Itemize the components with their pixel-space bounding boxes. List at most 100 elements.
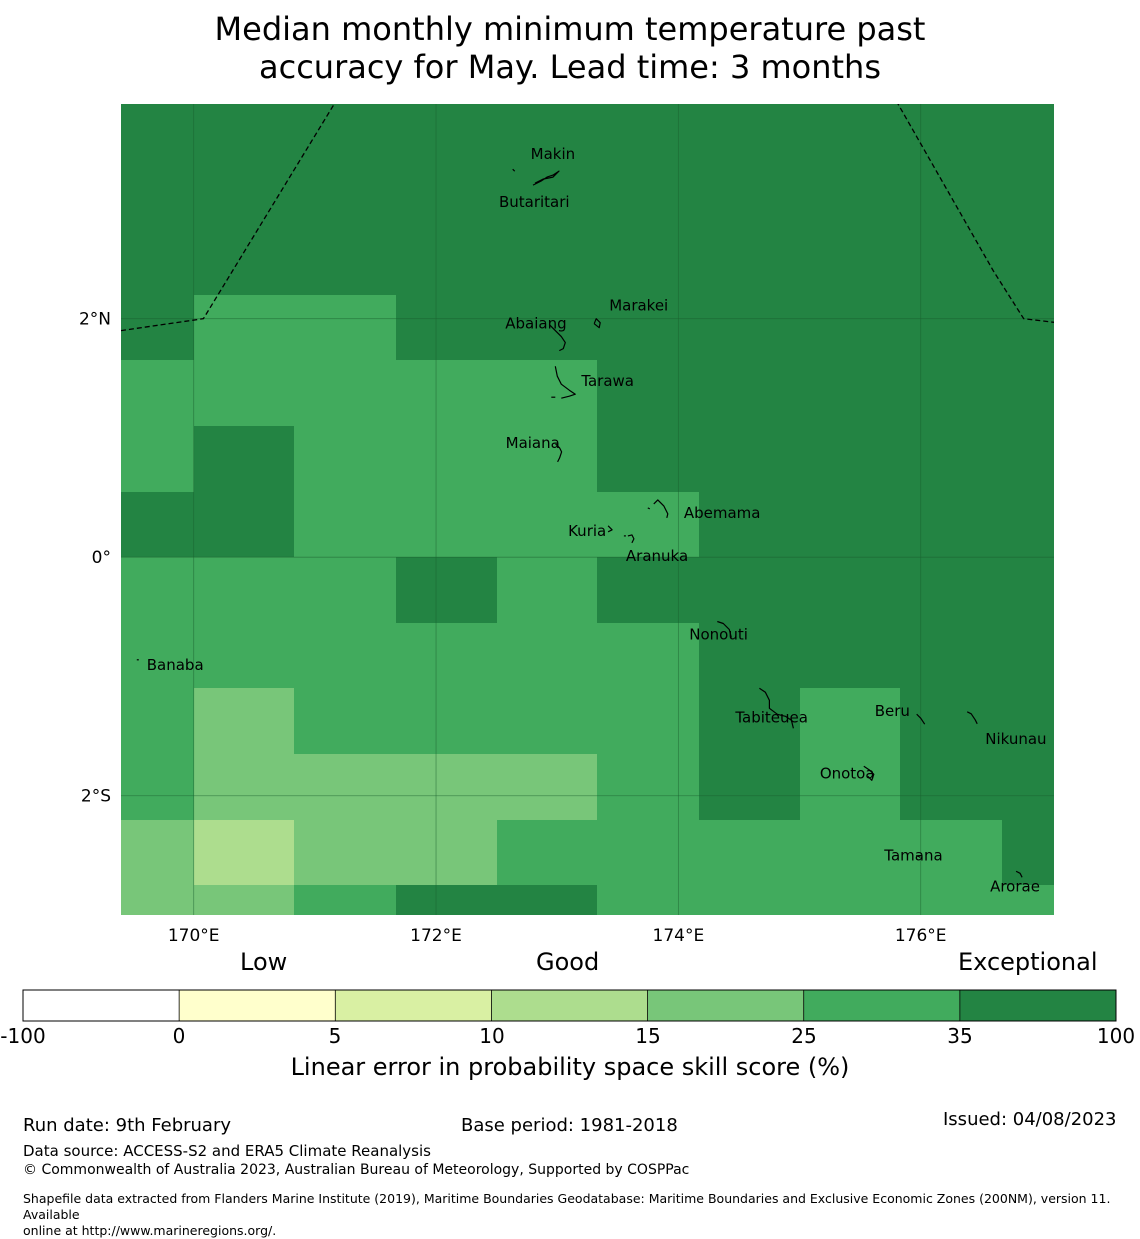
island-outline (607, 525, 613, 533)
island-outline (653, 499, 669, 519)
lat-tick-label: 2°N (79, 310, 111, 330)
island-label: Beru (875, 702, 910, 720)
lat-tick-label: 0° (92, 548, 111, 568)
skill-cell (1002, 492, 1054, 557)
skill-cell (497, 754, 597, 820)
colorbar-bin (959, 990, 1116, 1021)
skill-cell (699, 688, 800, 754)
skill-cell (194, 360, 294, 426)
skill-cell (294, 688, 396, 754)
lat-tick-label: 2°S (81, 787, 111, 807)
skill-cell (900, 688, 1002, 754)
lon-tick-label: 176°E (895, 926, 947, 946)
island-outline (916, 713, 926, 725)
skill-cell (699, 426, 800, 492)
island-outline (916, 854, 921, 858)
skill-cell (1002, 688, 1054, 754)
skill-cell (1002, 820, 1054, 885)
skill-cell (1002, 885, 1054, 915)
island-outline (593, 318, 601, 329)
skill-cell (699, 885, 800, 915)
skill-cell (699, 104, 800, 295)
skill-cell (497, 557, 597, 623)
skill-cell (699, 623, 800, 688)
skill-cell (396, 492, 497, 557)
shapefile-credit-line-1: Shapefile data extracted from Flanders M… (23, 1191, 1111, 1222)
skill-cell (1002, 557, 1054, 623)
colorbar-bin (335, 990, 492, 1021)
skill-cell (497, 295, 597, 360)
skill-cell (121, 688, 194, 754)
skill-cell (597, 754, 699, 820)
colorbar-tick: 5 (328, 1024, 342, 1048)
skill-cell (121, 885, 194, 915)
skill-cell (597, 295, 699, 360)
island-label: Nonouti (689, 626, 748, 644)
category-exceptional: Exceptional (958, 948, 1098, 976)
island-outline (717, 620, 732, 638)
colorbar-bin (803, 990, 960, 1021)
skill-cell (1002, 360, 1054, 426)
chart-title: Median monthly minimum temperature past … (0, 10, 1140, 86)
island-outline (532, 170, 560, 186)
skill-cell (800, 623, 900, 688)
colorbar-bin (179, 990, 336, 1021)
colorbar-tick: 35 (947, 1024, 973, 1048)
category-low: Low (240, 948, 288, 976)
skill-cell (1002, 754, 1054, 820)
skill-cell (800, 885, 900, 915)
island-label: Arorae (990, 877, 1040, 895)
island-label: Aranuka (626, 547, 688, 565)
colorbar-bin (23, 990, 180, 1021)
run-date: Run date: 9th February (23, 1115, 232, 1136)
skill-cell (1002, 295, 1054, 360)
island-outline (863, 765, 875, 781)
skill-cell (396, 885, 497, 915)
island-outline (512, 168, 516, 172)
skill-cell (800, 104, 900, 295)
skill-cell (121, 360, 194, 426)
island-outline (647, 507, 651, 510)
copyright: © Commonwealth of Australia 2023, Austra… (23, 1162, 690, 1178)
skill-cell (597, 820, 699, 885)
skill-cell (121, 492, 194, 557)
skill-cell (800, 492, 900, 557)
island-outline (1015, 870, 1023, 878)
island-label: Onotoa (820, 764, 875, 782)
skill-cell (597, 360, 699, 426)
skill-cell (900, 623, 1002, 688)
skill-cell (121, 557, 194, 623)
skill-cell (800, 820, 900, 885)
base-period: Base period: 1981-2018 (461, 1115, 678, 1136)
data-source: Data source: ACCESS-S2 and ERA5 Climate … (23, 1142, 431, 1160)
skill-cell (294, 492, 396, 557)
colorbar-tick: 15 (635, 1024, 661, 1048)
shapefile-credit-line-2: online at http://www.marineregions.org/. (23, 1223, 277, 1238)
skill-cell (396, 623, 497, 688)
skill-cell (497, 360, 597, 426)
skill-cell (497, 623, 597, 688)
colorbar-tick: 0 (172, 1024, 186, 1048)
island-label: Abaiang (505, 315, 566, 333)
island-label: Makin (531, 145, 576, 163)
skill-cell (597, 426, 699, 492)
skill-cell (1002, 623, 1054, 688)
skill-cell (1002, 104, 1054, 295)
skill-cell (497, 885, 597, 915)
colorbar-tick: 100 (1096, 1024, 1136, 1048)
skill-cell (121, 820, 194, 885)
skill-cell (597, 688, 699, 754)
skill-cell (121, 754, 194, 820)
lon-tick-label: 174°E (653, 926, 705, 946)
island-outline (966, 711, 978, 725)
skill-cell (294, 754, 396, 820)
skill-cell (900, 820, 1002, 885)
skill-cell (597, 492, 699, 557)
skill-cell (699, 360, 800, 426)
skill-cell (900, 754, 1002, 820)
island-label: Marakei (609, 297, 668, 315)
skill-cell (294, 623, 396, 688)
skill-cell (497, 492, 597, 557)
island-label: Maiana (506, 434, 560, 452)
skill-cell (800, 360, 900, 426)
